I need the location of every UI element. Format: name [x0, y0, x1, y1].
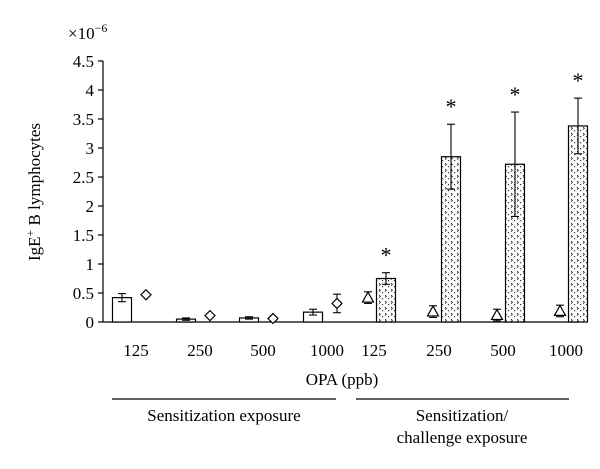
x-tick-label: 500 — [250, 341, 276, 360]
y-tick-label: 4.5 — [73, 52, 94, 71]
x-tick-label: 250 — [187, 341, 213, 360]
data-point-triangle — [426, 304, 440, 317]
x-tick-label: 125 — [361, 341, 387, 360]
x-axis-label: OPA (ppb) — [306, 370, 379, 389]
x-tick-label: 1000 — [310, 341, 344, 360]
y-tick-label: 2 — [86, 197, 95, 216]
group-label-challenge-line1: Sensitization/ — [416, 406, 509, 425]
y-tick-label: 1.5 — [73, 226, 94, 245]
bar-challenge — [567, 125, 589, 323]
x-tick-label: 1000 — [549, 341, 583, 360]
bars: * * * * — [111, 68, 589, 325]
x-tick-label: 500 — [490, 341, 516, 360]
y-tick-label: 1 — [86, 255, 95, 274]
y-axis-label: IgE+ B lymphocytes — [23, 123, 44, 261]
y-tick-label: 4 — [86, 81, 95, 100]
y-ticks: 0 0.5 1 1.5 2 2.5 3 3.5 4 4.5 — [73, 52, 103, 332]
y-tick-label: 3.5 — [73, 110, 94, 129]
data-point-triangle — [490, 308, 504, 321]
group-label-sensitization: Sensitization exposure — [147, 406, 300, 425]
significance-marker: * — [573, 68, 584, 93]
y-tick-label: 0 — [86, 313, 95, 332]
significance-marker: * — [446, 94, 457, 119]
x-tick-label: 125 — [123, 341, 149, 360]
group-label-challenge-line2: challenge exposure — [397, 428, 528, 447]
y-tick-label: 0.5 — [73, 284, 94, 303]
axis-multiplier: ×10−6 — [68, 21, 107, 43]
data-point-triangle — [361, 290, 375, 303]
significance-marker: * — [510, 82, 521, 107]
data-point-triangle — [553, 304, 567, 316]
bar-challenge — [375, 277, 397, 323]
x-tick-label: 250 — [426, 341, 452, 360]
significance-marker: * — [381, 243, 392, 268]
y-tick-label: 2.5 — [73, 168, 94, 187]
data-point-diamond — [331, 297, 343, 310]
x-tick-labels: 125 250 500 1000 125 250 500 1000 — [123, 341, 583, 360]
data-point-diamond — [267, 312, 279, 325]
data-point-diamond — [140, 288, 152, 301]
y-tick-label: 3 — [86, 139, 95, 158]
data-point-diamond — [204, 309, 216, 322]
